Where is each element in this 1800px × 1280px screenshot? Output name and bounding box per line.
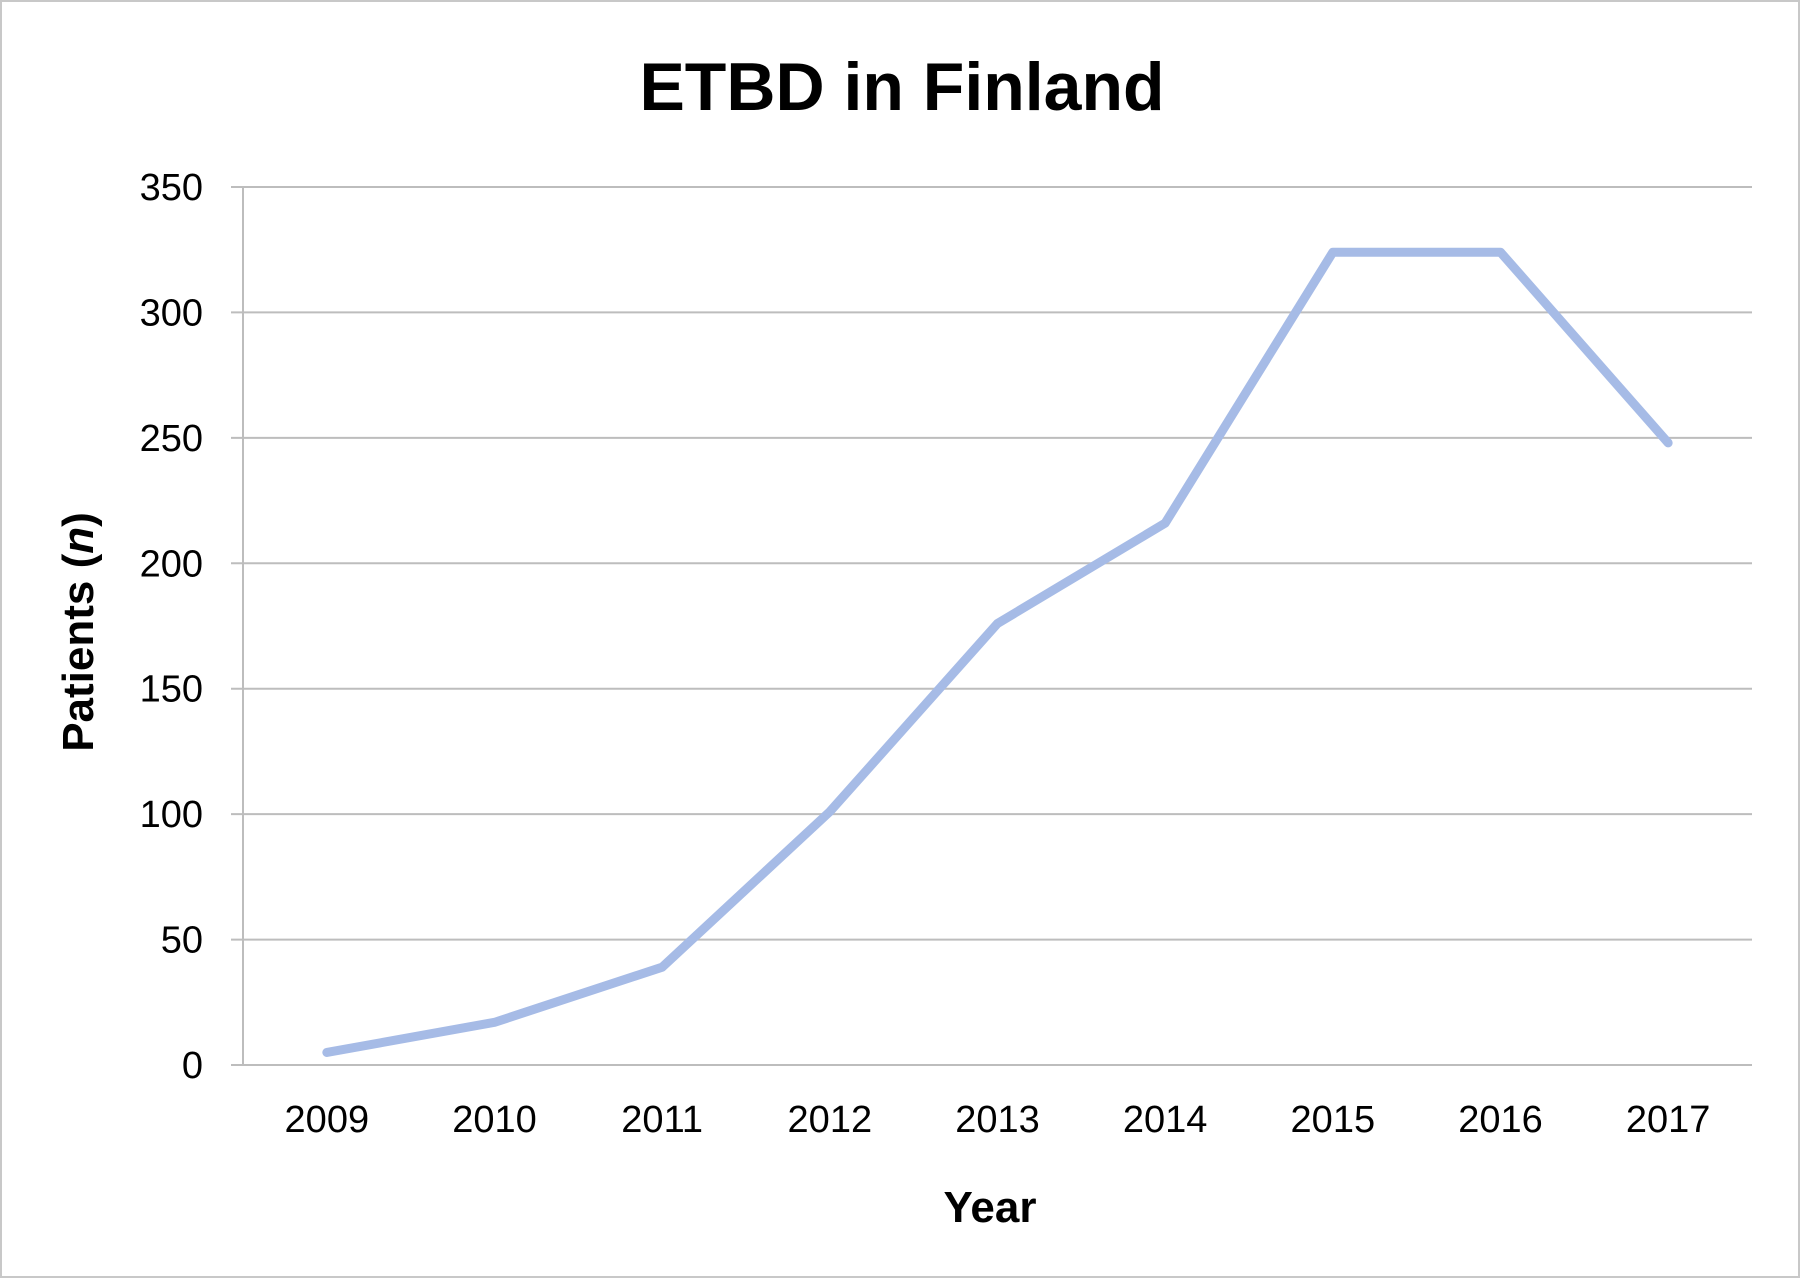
x-axis-label: Year bbox=[944, 1183, 1037, 1232]
chart-title: ETBD in Finland bbox=[639, 49, 1164, 125]
x-tick-label: 2013 bbox=[955, 1099, 1040, 1141]
y-tick-label: 0 bbox=[182, 1045, 203, 1087]
data-point bbox=[325, 1051, 328, 1054]
y-tick-labels: 0 50 100 150 200 250 300 350 bbox=[140, 167, 203, 1087]
data-point bbox=[828, 810, 831, 813]
y-axis-label-variable: n bbox=[54, 527, 103, 554]
y-tick-label: 300 bbox=[140, 292, 203, 334]
x-tick-labels: 2009 2010 2011 2012 2013 2014 2015 2016 2017 bbox=[285, 1099, 1711, 1141]
data-point bbox=[1499, 251, 1502, 254]
x-tick-label: 2012 bbox=[788, 1099, 873, 1141]
data-point bbox=[493, 1021, 496, 1024]
data-point bbox=[661, 966, 664, 969]
y-tick-label: 150 bbox=[140, 669, 203, 711]
data-point bbox=[1164, 522, 1167, 525]
gridlines bbox=[231, 186, 1752, 1066]
x-tick-label: 2014 bbox=[1123, 1099, 1208, 1141]
x-tick-label: 2009 bbox=[285, 1099, 370, 1141]
x-tick-label: 2010 bbox=[452, 1099, 537, 1141]
x-tick-label: 2017 bbox=[1626, 1099, 1711, 1141]
y-tick-label: 350 bbox=[140, 167, 203, 209]
series bbox=[322, 247, 1673, 1057]
y-axis-label-close: ) bbox=[54, 512, 103, 527]
data-point bbox=[1667, 441, 1670, 444]
data-point bbox=[1331, 251, 1334, 254]
data-point bbox=[996, 622, 999, 625]
series-line bbox=[322, 247, 1673, 1057]
x-tick-label: 2016 bbox=[1458, 1099, 1543, 1141]
y-tick-label: 200 bbox=[140, 543, 203, 585]
x-tick-label: 2015 bbox=[1291, 1099, 1376, 1141]
y-axis-label-main: Patients ( bbox=[54, 553, 103, 751]
x-tick-label: 2011 bbox=[621, 1099, 703, 1141]
y-tick-label: 50 bbox=[161, 920, 203, 962]
y-tick-label: 100 bbox=[140, 794, 203, 836]
y-axis-label: Patients (n) bbox=[54, 512, 103, 752]
y-tick-label: 250 bbox=[140, 418, 203, 460]
